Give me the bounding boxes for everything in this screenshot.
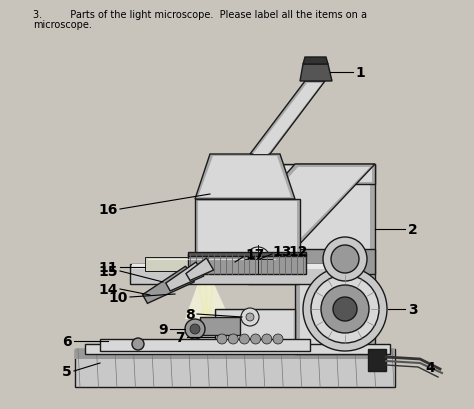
Polygon shape: [185, 264, 230, 319]
Bar: [200, 317, 240, 335]
Circle shape: [323, 237, 367, 281]
Circle shape: [246, 313, 254, 321]
Circle shape: [132, 338, 144, 350]
Polygon shape: [248, 166, 372, 182]
Circle shape: [228, 334, 238, 344]
Bar: [130, 264, 330, 284]
Circle shape: [333, 297, 357, 321]
Text: 9: 9: [158, 322, 168, 336]
Bar: [295, 164, 375, 354]
Polygon shape: [166, 263, 204, 291]
Circle shape: [241, 308, 259, 326]
Circle shape: [185, 319, 205, 339]
Bar: [248, 254, 298, 284]
Text: microscope.: microscope.: [33, 20, 92, 30]
Polygon shape: [300, 65, 332, 82]
Text: 15: 15: [99, 264, 118, 278]
Polygon shape: [198, 157, 291, 198]
Text: 2: 2: [408, 222, 418, 236]
Bar: [195, 200, 300, 270]
Polygon shape: [253, 84, 322, 155]
Polygon shape: [245, 164, 375, 184]
Bar: [75, 349, 395, 359]
Circle shape: [273, 334, 283, 344]
Bar: [300, 166, 370, 351]
Text: 1: 1: [355, 66, 365, 80]
Bar: [85, 344, 390, 354]
Circle shape: [251, 334, 261, 344]
Polygon shape: [303, 58, 328, 65]
Text: 8: 8: [185, 307, 195, 321]
Text: 10: 10: [109, 290, 128, 304]
Bar: [145, 257, 285, 271]
Polygon shape: [225, 168, 370, 247]
Text: 3: 3: [408, 302, 418, 316]
Polygon shape: [250, 82, 325, 155]
Text: 7: 7: [175, 330, 185, 344]
Bar: [295, 249, 375, 274]
Bar: [100, 339, 310, 351]
Circle shape: [311, 275, 379, 343]
Bar: [198, 202, 297, 267]
Text: 5: 5: [62, 364, 72, 378]
Text: 11: 11: [99, 261, 118, 274]
Polygon shape: [220, 164, 375, 249]
Circle shape: [331, 245, 359, 273]
Text: 6: 6: [63, 334, 72, 348]
Bar: [215, 309, 295, 347]
Polygon shape: [195, 155, 295, 200]
Bar: [75, 349, 395, 387]
Text: 3.         Parts of the light microscope.  Please label all the items on a: 3. Parts of the light microscope. Please…: [33, 10, 367, 20]
Polygon shape: [186, 258, 214, 281]
Bar: [217, 311, 293, 345]
Circle shape: [303, 267, 387, 351]
Circle shape: [321, 285, 369, 333]
Bar: [368, 349, 386, 371]
Text: 14: 14: [99, 282, 118, 296]
Bar: [132, 264, 328, 270]
Text: 12: 12: [288, 245, 308, 258]
Circle shape: [190, 324, 200, 334]
Circle shape: [262, 334, 272, 344]
Text: 16: 16: [99, 202, 118, 216]
Text: 17: 17: [245, 247, 264, 261]
Text: 4: 4: [425, 360, 435, 374]
Bar: [188, 252, 306, 256]
Text: 13: 13: [272, 245, 292, 258]
Circle shape: [246, 247, 270, 271]
Circle shape: [239, 334, 249, 344]
Circle shape: [217, 334, 227, 344]
Polygon shape: [143, 267, 194, 303]
Bar: [188, 254, 306, 274]
